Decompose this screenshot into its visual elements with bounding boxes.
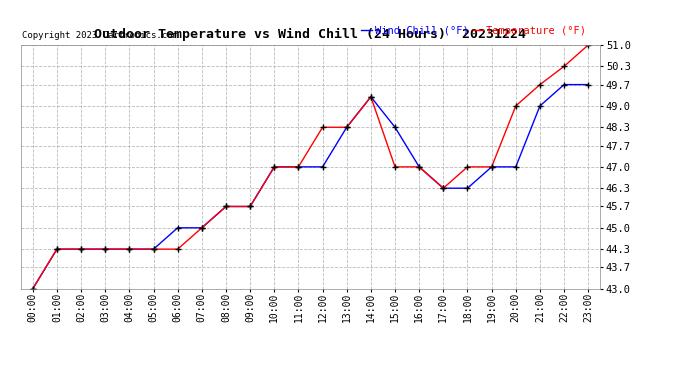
Title: Outdoor Temperature vs Wind Chill (24 Hours)  20231224: Outdoor Temperature vs Wind Chill (24 Ho… — [95, 28, 526, 41]
Text: Copyright 2023 Cartronics.com: Copyright 2023 Cartronics.com — [22, 31, 178, 40]
Legend: Wind Chill (°F), Temperature (°F): Wind Chill (°F), Temperature (°F) — [362, 26, 586, 36]
